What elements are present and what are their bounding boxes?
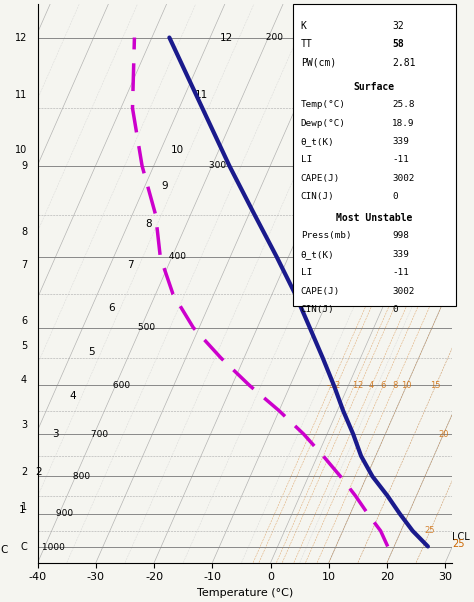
Text: 25.8: 25.8	[392, 100, 414, 109]
Text: 5: 5	[89, 347, 95, 357]
Text: -11: -11	[392, 268, 409, 278]
Text: 3002: 3002	[392, 174, 414, 183]
Text: 20: 20	[438, 430, 449, 439]
Text: 6: 6	[381, 381, 386, 390]
Text: -3: -3	[327, 381, 335, 390]
Text: 998: 998	[392, 231, 409, 240]
Text: CAPE(J): CAPE(J)	[301, 287, 340, 296]
X-axis label: Temperature (°C): Temperature (°C)	[197, 588, 293, 598]
Text: 3: 3	[53, 429, 59, 439]
Text: 900: 900	[54, 509, 73, 518]
Text: 2: 2	[36, 468, 42, 477]
Text: Dewp(°C): Dewp(°C)	[301, 119, 346, 128]
Text: 11: 11	[15, 90, 27, 101]
Text: CIN(J): CIN(J)	[301, 305, 335, 314]
Text: CIN(J): CIN(J)	[301, 193, 335, 201]
Text: 18.9: 18.9	[392, 119, 414, 128]
Text: C: C	[20, 542, 27, 552]
Text: 700: 700	[88, 430, 109, 439]
Text: 6: 6	[21, 316, 27, 326]
Text: C: C	[1, 545, 8, 555]
Text: 2: 2	[357, 381, 363, 390]
Text: θ_t(K): θ_t(K)	[301, 137, 335, 146]
Text: 339: 339	[392, 137, 409, 146]
Text: Temp(°C): Temp(°C)	[301, 100, 346, 109]
Text: 10: 10	[401, 381, 412, 390]
Text: -2: -2	[333, 381, 341, 390]
Text: 6: 6	[108, 303, 115, 313]
Text: 8: 8	[145, 219, 152, 229]
Text: 4: 4	[69, 391, 76, 401]
Text: 200: 200	[263, 33, 283, 42]
Text: 3002: 3002	[392, 287, 414, 296]
Text: Surface: Surface	[354, 82, 395, 92]
Text: 2: 2	[21, 468, 27, 477]
Text: 1: 1	[352, 381, 357, 390]
Text: 8: 8	[392, 381, 398, 390]
Text: LI: LI	[301, 268, 312, 278]
Text: 12: 12	[15, 33, 27, 43]
Text: 500: 500	[135, 323, 155, 332]
Text: 5: 5	[21, 341, 27, 351]
Text: 9: 9	[21, 161, 27, 171]
Text: 10: 10	[171, 144, 184, 155]
Text: 1000: 1000	[39, 542, 64, 551]
Text: 600: 600	[110, 381, 130, 390]
Text: 7: 7	[21, 260, 27, 270]
Text: 1: 1	[19, 505, 26, 515]
Text: PW(cm): PW(cm)	[301, 58, 336, 68]
Text: 7: 7	[127, 260, 134, 270]
Text: 9: 9	[162, 181, 168, 191]
Text: K: K	[301, 21, 307, 31]
Text: 4: 4	[21, 375, 27, 385]
Text: 25: 25	[452, 539, 465, 549]
Text: 800: 800	[70, 472, 90, 481]
Text: Most Unstable: Most Unstable	[336, 213, 412, 223]
Text: 25: 25	[425, 526, 435, 535]
Text: LCL: LCL	[452, 532, 470, 542]
Text: 8: 8	[21, 228, 27, 237]
Text: 4: 4	[369, 381, 374, 390]
Text: 12: 12	[220, 33, 233, 43]
Text: TT: TT	[301, 39, 312, 49]
Text: 10: 10	[15, 144, 27, 155]
Text: 2.81: 2.81	[392, 58, 416, 68]
Text: LI: LI	[301, 155, 312, 164]
Text: 15: 15	[430, 381, 441, 390]
Text: 339: 339	[392, 250, 409, 259]
Text: 0: 0	[392, 193, 398, 201]
Text: Press(mb): Press(mb)	[301, 231, 351, 240]
Text: 11: 11	[195, 90, 208, 101]
Text: 0: 0	[392, 305, 398, 314]
Text: 300: 300	[206, 161, 226, 170]
Text: 58: 58	[392, 39, 404, 49]
Text: 1: 1	[21, 501, 27, 512]
Text: 400: 400	[166, 252, 186, 261]
Text: 3: 3	[21, 420, 27, 430]
Text: -11: -11	[392, 155, 409, 164]
Text: θ_t(K): θ_t(K)	[301, 250, 335, 259]
Text: CAPE(J): CAPE(J)	[301, 174, 340, 183]
FancyBboxPatch shape	[292, 4, 456, 306]
Text: 32: 32	[392, 21, 404, 31]
